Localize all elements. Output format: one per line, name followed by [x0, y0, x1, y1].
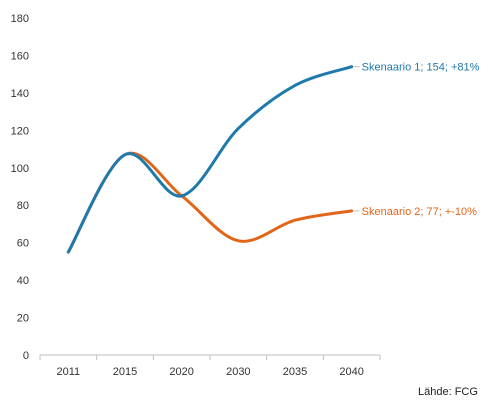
- series-labels: Skenaario 1; 154; +81% Skenaario 2; 77; +…: [353, 62, 480, 218]
- y-tick-label: 20: [17, 313, 29, 325]
- y-axis: 0 20 40 60 80 100 120 140 160 180: [11, 13, 29, 362]
- y-tick-label: 0: [23, 350, 29, 362]
- y-tick-label: 100: [11, 163, 29, 175]
- y-tick-label: 40: [17, 275, 29, 287]
- x-tick-label: 2020: [169, 366, 193, 378]
- y-tick-label: 160: [11, 50, 29, 62]
- series-label-1: Skenaario 1; 154; +81%: [362, 62, 480, 74]
- series-lines: [66, 65, 354, 254]
- x-tick-label: 2040: [339, 366, 363, 378]
- x-tick-label: 2011: [57, 366, 81, 378]
- y-tick-label: 120: [11, 125, 29, 137]
- x-axis: 2011 2015 2020 2030 2035 2040: [39, 354, 381, 378]
- x-tick-label: 2035: [283, 366, 307, 378]
- x-tick-label: 2015: [113, 366, 137, 378]
- source-note: Lähde: FCG: [418, 386, 478, 398]
- y-tick-label: 80: [17, 200, 29, 212]
- y-tick-label: 140: [11, 88, 29, 100]
- x-tick-label: 2030: [226, 366, 250, 378]
- series-label-2: Skenaario 2; 77; +-10%: [362, 206, 477, 218]
- series-line-1: [66, 65, 354, 254]
- y-tick-label: 60: [17, 238, 29, 250]
- y-tick-label: 180: [11, 13, 29, 25]
